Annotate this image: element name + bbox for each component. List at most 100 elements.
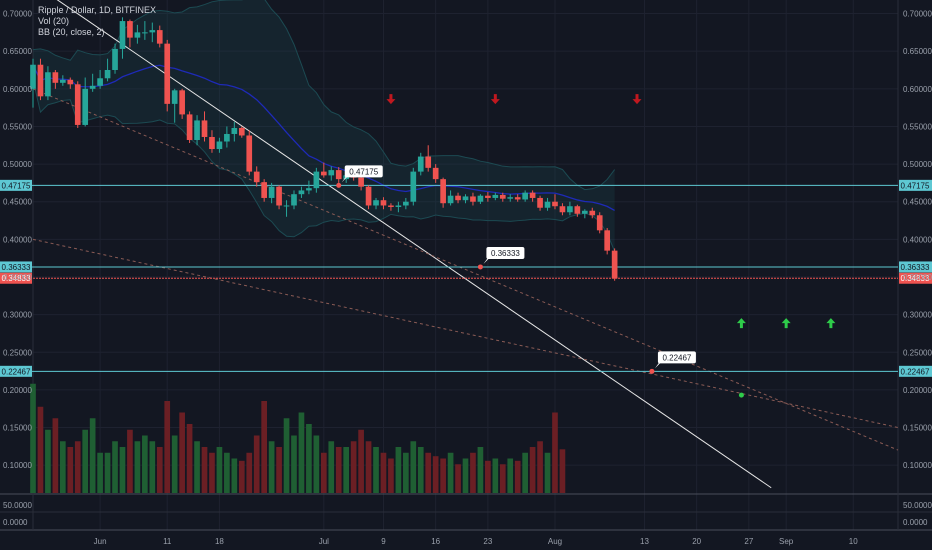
callout-text: 0.22467 [662,353,691,362]
volume-bar [529,447,536,493]
candle-body [276,186,282,206]
candle-body [45,72,51,97]
up-arrow-icon [781,318,791,329]
candle-body [365,186,372,206]
trendline[interactable] [55,0,772,489]
candle-body [335,170,342,180]
candle-body [291,194,297,206]
time-axis-tick[interactable]: 23 [483,537,492,546]
dashed-trendline-1[interactable] [32,88,899,451]
candle-body [477,195,484,202]
price-callout: 0.47175 [341,165,383,183]
price-callout: 0.22467 [654,351,696,369]
time-axis-tick[interactable]: 11 [163,537,172,546]
volume-bar [313,435,320,493]
time-axis-tick[interactable]: 10 [849,537,858,546]
trend-lines[interactable] [32,0,899,489]
candle-body [74,84,81,125]
symbol-title[interactable]: Ripple / Dollar, 1D, BITFINEX [38,5,157,15]
left-axis-tick: 0.20000 [3,386,32,395]
volume-bar [164,401,171,493]
candle-body [559,206,566,213]
volume-bar [485,460,491,493]
candle-body [544,201,551,208]
time-axis-tick[interactable]: Aug [548,537,562,546]
volume-bar [238,460,245,493]
right-axis-tick[interactable]: 0.15000 [903,424,932,433]
left-axis-tick: 0.60000 [3,85,32,94]
volume-bar [134,441,141,493]
candle-body [604,230,611,251]
volume-bar [37,406,44,493]
left-price-tag-bg [0,261,32,273]
target-dot [738,392,744,398]
right-axis-tick[interactable]: 0.20000 [903,386,932,395]
candle-body [425,156,432,168]
time-axis[interactable]: Jun 11 18 Jul 9 16 23 Aug 13 20 27 Sep 10 [94,537,859,546]
right-price-tag-bg [899,261,932,273]
candle-body [224,133,230,142]
time-axis-tick[interactable]: 20 [692,537,701,546]
candle-body [537,197,543,208]
volume-bar [231,458,238,493]
right-axis-tick[interactable]: 0.60000 [903,85,932,94]
right-axis-tick[interactable]: 0.25000 [903,348,932,357]
volume-bar [52,418,59,493]
bb-study-label[interactable]: BB (20, close, 2) [38,27,105,37]
candle-body [268,186,275,198]
volume-bar [119,447,126,493]
time-axis-tick[interactable]: 16 [431,537,440,546]
right-axis-tick[interactable]: 0.45000 [903,198,932,207]
candles [30,17,618,281]
volume-bar [104,452,111,493]
candle-body [388,205,394,207]
volume-bar [186,424,193,493]
left-axis-tick: 0.25000 [3,348,32,357]
right-axis-tick[interactable]: 0.10000 [903,461,932,470]
left-axis-tick: 0.15000 [3,424,32,433]
volume-bar [559,449,566,493]
candle-body [380,200,387,206]
volume-study-label[interactable]: Vol (20) [38,16,70,26]
candle-body [514,197,521,200]
right-axis-tick[interactable]: 0.35000 [903,273,932,282]
time-axis-tick[interactable]: 27 [744,537,753,546]
time-axis-tick[interactable]: Jul [319,537,329,546]
right-axis-tick[interactable]: 0.55000 [903,122,932,131]
right-price-tag: 0.22467 [899,365,932,377]
volume-bar [358,429,364,493]
candle-body [358,177,364,187]
right-axis-tick[interactable]: 0.50000 [903,160,932,169]
volume-bar [328,441,335,493]
time-axis-tick[interactable]: 13 [640,537,649,546]
volume-bar [514,460,521,493]
left-price-tag-text: 0.47175 [2,181,31,190]
right-axis-tick[interactable]: 0.30000 [903,311,932,320]
time-axis-tick[interactable]: Sep [779,537,794,546]
volume-bar [194,441,200,493]
right-price-axis[interactable]: 0.70000 0.65000 0.60000 0.55000 0.50000 0.450… [903,10,932,471]
time-axis-tick[interactable]: 18 [215,537,224,546]
volume-bar [522,452,528,493]
left-price-tag-text: 0.34833 [2,274,31,283]
right-axis-tick[interactable]: 0.65000 [903,47,932,56]
candle-body [417,156,424,172]
candle-body [201,120,208,137]
horizontal-lines[interactable]: 0.47175 0.47175 0.36333 0.36333 0.34833 0.348… [0,179,932,377]
right-price-tag-text: 0.22467 [901,367,930,376]
time-axis-tick[interactable]: Jun [94,537,107,546]
candle-body [440,179,446,204]
down-arrow-icon [386,94,396,105]
volume-bar [440,458,446,493]
candle-body [119,21,126,49]
candle-body [59,79,66,83]
candle-body [589,210,596,216]
volume-bar [455,464,461,493]
right-axis-tick[interactable]: 0.70000 [903,10,932,19]
time-axis-tick[interactable]: 9 [381,537,386,546]
left-price-tag-bg [0,365,32,377]
right-axis-tick[interactable]: 0.40000 [903,235,932,244]
right-price-tag-bg [899,179,932,191]
left-axis-tick: 0.35000 [3,273,32,282]
